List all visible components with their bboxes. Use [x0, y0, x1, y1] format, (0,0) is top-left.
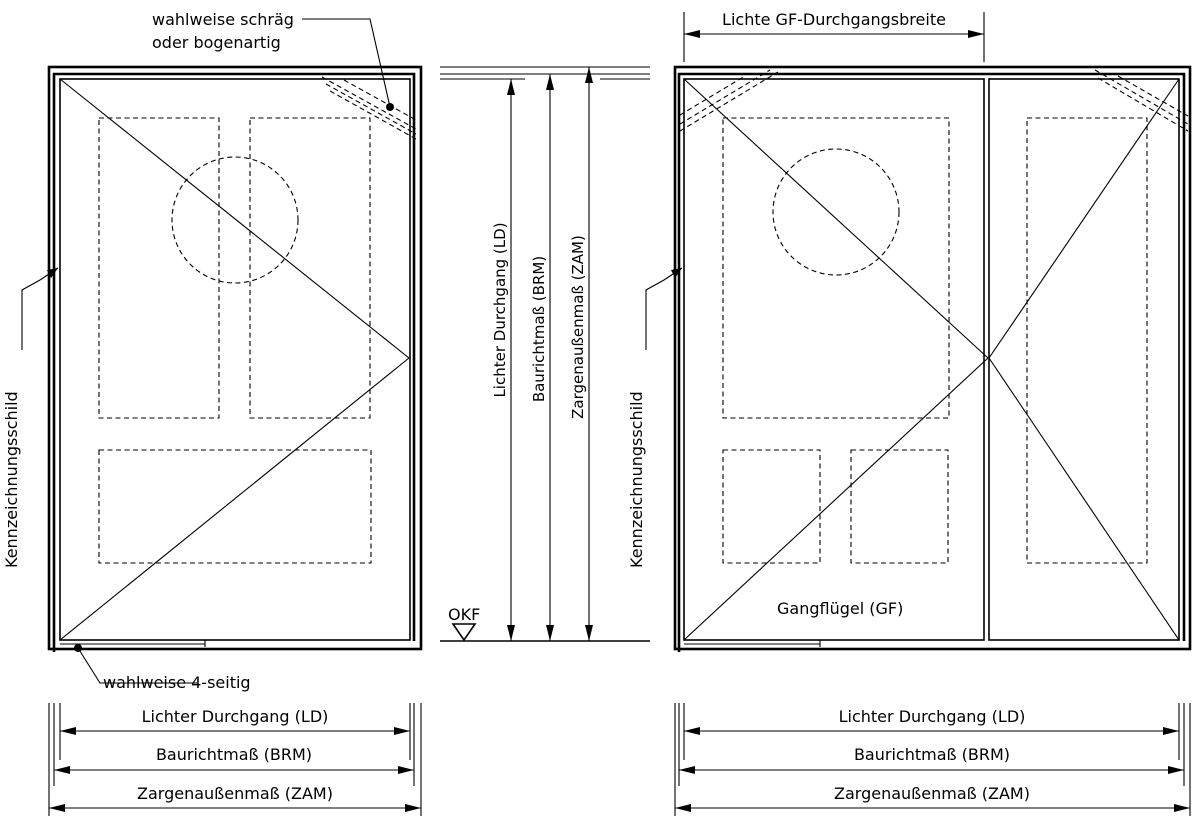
- left-dim-label-zam: Zargenaußenmaß (ZAM): [137, 784, 333, 803]
- double-leaf-door: [673, 65, 1192, 652]
- corner-note-line-2: oder bogenartig: [152, 33, 281, 52]
- active-leaf-panel-top: [722, 117, 950, 419]
- left-opening-line-lower: [59, 357, 410, 641]
- vertical-label-ld: Lichter Durchgang (LD): [491, 222, 509, 397]
- active-leaf-label: Gangflügel (GF): [777, 599, 903, 618]
- active-leaf-opening-lower: [683, 357, 989, 641]
- single-leaf-door: [47, 65, 423, 652]
- active-leaf-width-label: Lichte GF-Durchgangsbreite: [722, 10, 946, 29]
- horizontal-dimensions-left: [48, 703, 422, 816]
- inactive-leaf-panel: [1026, 117, 1148, 564]
- left-vision-panel: [171, 156, 299, 284]
- left-leaf: [59, 78, 411, 641]
- inactive-leaf: [988, 78, 1180, 641]
- active-leaf-opening-upper: [683, 78, 989, 359]
- right-dim-label-brm: Baurichtmaß (BRM): [854, 745, 1010, 764]
- right-corner-chamfer-left-2: [679, 71, 779, 132]
- left-frame-outer: [47, 65, 423, 651]
- marking-plate-label-right: Kennzeichnungsschild: [627, 391, 646, 568]
- left-dim-label-ld: Lichter Durchgang (LD): [142, 707, 329, 726]
- right-dim-label-zam: Zargenaußenmaß (ZAM): [834, 784, 1030, 803]
- inactive-leaf-opening-upper: [988, 78, 1180, 359]
- corner-note-line-1: wahlweise schräg: [152, 10, 294, 29]
- vertical-dimensions: [440, 66, 650, 642]
- active-leaf-width-dimension: [683, 12, 985, 62]
- marking-plate-leader-right: [645, 267, 683, 350]
- active-leaf-panel-bottom-left: [722, 449, 821, 564]
- right-frame-outer: [673, 65, 1192, 651]
- floor-level-label: OKF: [448, 605, 480, 624]
- right-corner-chamfer-left-3: [679, 75, 746, 116]
- right-corner-chamfer-right-3: [1117, 75, 1189, 117]
- marking-plate-leader-left: [21, 267, 59, 350]
- floor-level-symbol: [451, 623, 477, 642]
- vertical-label-zam: Zargenaußenmaß (ZAM): [569, 235, 587, 419]
- right-vision-panel: [772, 148, 900, 276]
- right-corner-chamfer-right-2: [1097, 77, 1189, 132]
- bottom-seal-note: wahlweise 4-seitig: [103, 673, 251, 692]
- vertical-label-brm: Baurichtmaß (BRM): [530, 256, 548, 402]
- left-corner-chamfer-4: [343, 79, 417, 121]
- right-frame-rebate: [677, 72, 1186, 652]
- right-dim-label-ld: Lichter Durchgang (LD): [839, 707, 1026, 726]
- bottom-note-leader: [74, 644, 197, 684]
- left-opening-line-upper: [59, 78, 410, 359]
- inactive-leaf-opening-lower: [988, 357, 1180, 641]
- right-corner-chamfer-right-1: [1094, 69, 1189, 125]
- left-panel-top-right: [249, 117, 371, 419]
- left-corner-chamfer-1: [321, 76, 417, 130]
- corner-note-leader: [302, 18, 394, 111]
- active-leaf-panel-bottom-right: [850, 449, 949, 564]
- active-leaf: [683, 78, 985, 641]
- right-corner-chamfer-left-1: [679, 69, 771, 125]
- horizontal-dimensions-right: [674, 703, 1191, 816]
- marking-plate-label-left: Kennzeichnungsschild: [2, 391, 21, 568]
- left-corner-chamfer-3: [329, 90, 417, 140]
- left-dim-label-brm: Baurichtmaß (BRM): [156, 745, 312, 764]
- left-corner-chamfer-2: [325, 83, 417, 135]
- left-frame-rebate: [52, 72, 416, 652]
- left-panel-top-left: [98, 117, 220, 419]
- left-panel-bottom: [98, 449, 372, 564]
